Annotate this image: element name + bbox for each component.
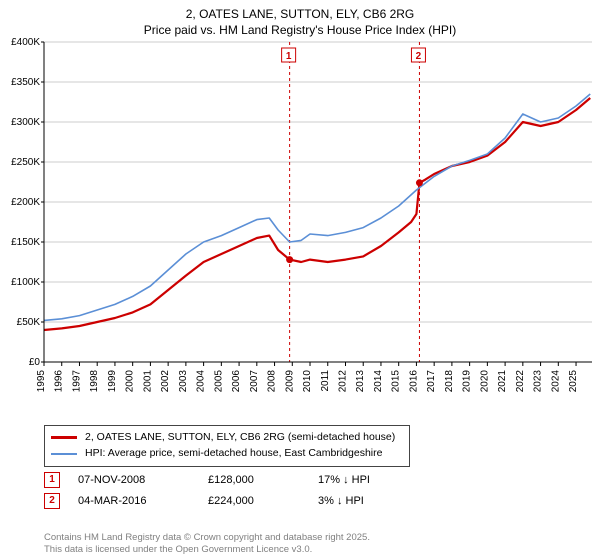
- sale-date: 07-NOV-2008: [78, 470, 208, 491]
- sale-price: £224,000: [208, 491, 318, 512]
- svg-text:2011: 2011: [320, 370, 331, 392]
- svg-text:2021: 2021: [497, 370, 508, 393]
- svg-text:£400K: £400K: [11, 38, 40, 48]
- svg-text:£250K: £250K: [11, 157, 40, 168]
- svg-text:2005: 2005: [213, 370, 224, 393]
- svg-text:1999: 1999: [107, 370, 118, 393]
- svg-text:2018: 2018: [444, 370, 455, 393]
- sale-delta: 17% ↓ HPI: [318, 470, 438, 491]
- sale-price: £128,000: [208, 470, 318, 491]
- svg-text:£300K: £300K: [11, 117, 40, 128]
- svg-text:2007: 2007: [249, 370, 260, 393]
- sale-marker-badge: 1: [44, 472, 60, 488]
- svg-text:£50K: £50K: [17, 317, 41, 328]
- svg-text:2: 2: [416, 51, 422, 62]
- svg-text:2009: 2009: [284, 370, 295, 393]
- svg-text:1997: 1997: [71, 370, 82, 393]
- svg-text:2010: 2010: [302, 370, 313, 393]
- title-subtitle: Price paid vs. HM Land Registry's House …: [0, 22, 600, 38]
- table-row: 2 04-MAR-2016 £224,000 3% ↓ HPI: [44, 491, 438, 512]
- svg-text:£350K: £350K: [11, 77, 40, 88]
- svg-text:2012: 2012: [337, 370, 348, 393]
- svg-text:2000: 2000: [125, 370, 136, 393]
- svg-text:2014: 2014: [373, 370, 384, 393]
- svg-text:1996: 1996: [54, 370, 65, 393]
- legend: 2, OATES LANE, SUTTON, ELY, CB6 2RG (sem…: [44, 425, 410, 467]
- sale-delta: 3% ↓ HPI: [318, 491, 438, 512]
- svg-text:2004: 2004: [196, 370, 207, 393]
- svg-text:£0: £0: [29, 357, 41, 368]
- svg-text:2020: 2020: [479, 370, 490, 393]
- sale-marker-badge: 2: [44, 493, 60, 509]
- sales-table: 1 07-NOV-2008 £128,000 17% ↓ HPI 2 04-MA…: [44, 470, 438, 512]
- svg-text:1998: 1998: [89, 370, 100, 393]
- svg-text:2015: 2015: [391, 370, 402, 393]
- table-row: 1 07-NOV-2008 £128,000 17% ↓ HPI: [44, 470, 438, 491]
- svg-text:2024: 2024: [550, 370, 561, 393]
- svg-text:2002: 2002: [160, 370, 171, 393]
- svg-text:2025: 2025: [568, 370, 579, 393]
- sale-date: 04-MAR-2016: [78, 491, 208, 512]
- chart-svg: £0 £50K £100K £150K £200K £250K £300K £350K £400…: [0, 38, 600, 418]
- svg-text:£200K: £200K: [11, 197, 40, 208]
- legend-row-hpi: HPI: Average price, semi-detached house,…: [51, 446, 403, 462]
- svg-text:£100K: £100K: [11, 277, 40, 288]
- title-address: 2, OATES LANE, SUTTON, ELY, CB6 2RG: [0, 6, 600, 22]
- svg-text:£150K: £150K: [11, 237, 40, 248]
- svg-text:1995: 1995: [36, 370, 47, 393]
- svg-text:2003: 2003: [178, 370, 189, 393]
- footer-licence: This data is licensed under the Open Gov…: [44, 544, 370, 556]
- svg-text:2016: 2016: [408, 370, 419, 393]
- svg-text:2022: 2022: [515, 370, 526, 393]
- legend-swatch-hpi: [51, 453, 77, 455]
- chart: £0 £50K £100K £150K £200K £250K £300K £350K £400…: [0, 38, 600, 418]
- svg-text:2017: 2017: [426, 370, 437, 393]
- svg-text:2013: 2013: [355, 370, 366, 393]
- svg-text:1: 1: [286, 51, 292, 62]
- svg-text:2023: 2023: [533, 370, 544, 393]
- footer: Contains HM Land Registry data © Crown c…: [44, 532, 370, 556]
- footer-copyright: Contains HM Land Registry data © Crown c…: [44, 532, 370, 544]
- legend-swatch-price-paid: [51, 436, 77, 439]
- legend-row-price-paid: 2, OATES LANE, SUTTON, ELY, CB6 2RG (sem…: [51, 430, 403, 446]
- svg-text:2019: 2019: [462, 370, 473, 393]
- legend-label-price-paid: 2, OATES LANE, SUTTON, ELY, CB6 2RG (sem…: [85, 430, 395, 446]
- chart-container: 2, OATES LANE, SUTTON, ELY, CB6 2RG Pric…: [0, 0, 600, 560]
- svg-text:2008: 2008: [267, 370, 278, 393]
- legend-label-hpi: HPI: Average price, semi-detached house,…: [85, 446, 382, 462]
- svg-text:2006: 2006: [231, 370, 242, 393]
- svg-text:2001: 2001: [142, 370, 153, 393]
- title-block: 2, OATES LANE, SUTTON, ELY, CB6 2RG Pric…: [0, 0, 600, 38]
